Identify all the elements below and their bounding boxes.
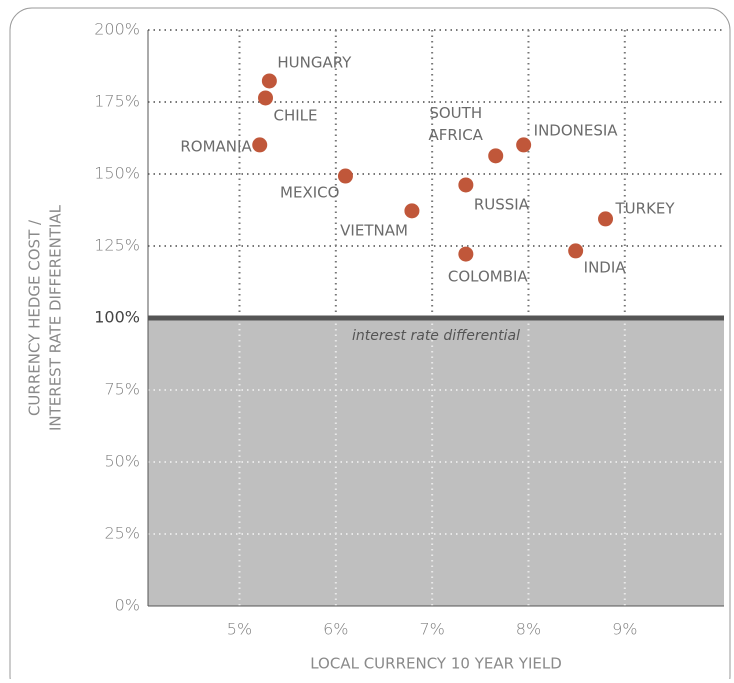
point-label: INDONESIA — [534, 121, 619, 139]
point — [458, 246, 474, 262]
reference-label: interest rate differential — [352, 328, 520, 344]
point — [404, 203, 420, 219]
y-tick-label: 25% — [104, 524, 140, 543]
point-label: TURKEY — [615, 199, 676, 217]
x-tick-label: 8% — [516, 620, 541, 639]
y-tick-label: 75% — [104, 380, 140, 399]
y-tick-label: 175% — [94, 92, 140, 111]
x-axis-title: LOCAL CURRENCY 10 YEAR YIELD — [310, 655, 562, 673]
point — [568, 243, 584, 259]
point-label: RUSSIA — [474, 195, 530, 213]
y-axis-title: INTEREST RATE DIFFERENTIAL — [47, 204, 65, 431]
y-axis-title: CURRENCY HEDGE COST / — [26, 219, 44, 416]
y-tick-label: 50% — [104, 452, 140, 471]
point-label: SOUTH AFRICA — [428, 103, 483, 143]
point-label: CHILE — [274, 106, 318, 124]
y-tick-label: 200% — [94, 20, 140, 39]
frame — [9, 7, 731, 683]
point — [488, 148, 504, 164]
point-label: ROMANIA — [180, 137, 252, 155]
point-label: INDIA — [584, 258, 627, 276]
point — [516, 137, 532, 153]
point — [258, 90, 274, 106]
y-tick-label: 0% — [115, 596, 140, 615]
y-tick-label: 100% — [94, 308, 140, 327]
point — [252, 137, 268, 153]
x-tick-label: 7% — [419, 620, 444, 639]
y-tick-label: 150% — [94, 164, 140, 183]
x-tick-label: 6% — [323, 620, 348, 639]
y-tick-label: 125% — [94, 236, 140, 255]
point — [598, 211, 614, 227]
point — [261, 73, 277, 89]
x-tick-label: 5% — [227, 620, 252, 639]
point-label: HUNGARY — [277, 53, 352, 71]
point — [337, 168, 353, 184]
point-label: COLOMBIA — [448, 268, 529, 286]
x-tick-label: 9% — [612, 620, 637, 639]
point — [458, 177, 474, 193]
point-label: VIETNAM — [340, 221, 408, 239]
point-label: MEXICO — [280, 184, 339, 202]
